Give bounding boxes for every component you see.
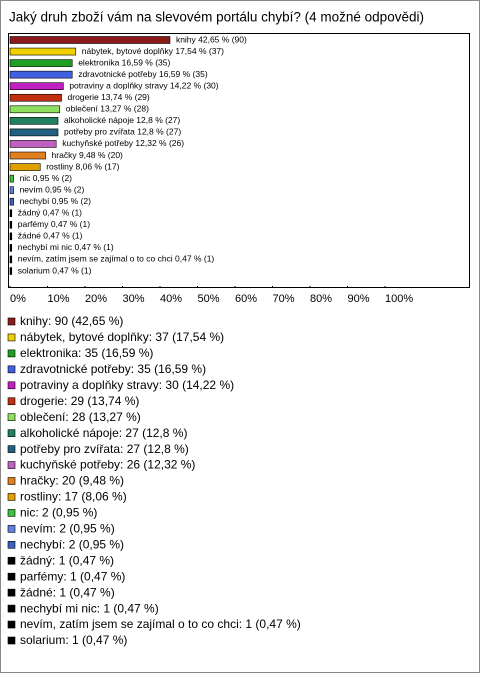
x-tick-label: 60% (235, 293, 257, 305)
x-tick-label: 50% (198, 293, 220, 305)
legend-swatch (7, 540, 16, 549)
legend-swatch (7, 317, 16, 326)
bar-label: nábytek, bytové doplňky 17,54 % (37) (82, 46, 224, 56)
legend-label: solarium: 1 (0,47 %) (20, 633, 127, 647)
bar (9, 70, 73, 79)
bar (9, 255, 13, 264)
legend-swatch (7, 525, 16, 533)
bar (9, 36, 171, 44)
legend-label: parfémy: 1 (0,47 %) (20, 569, 125, 583)
legend-label: potraviny a doplňky stravy: 30 (14,22 %) (20, 378, 234, 392)
legend-label: kuchyňské potřeby: 26 (12,32 %) (20, 458, 195, 472)
legend-label: oblečení: 28 (13,27 %) (20, 410, 141, 424)
legend-label: žádný: 1 (0,47 %) (20, 553, 114, 567)
bar-label: nechybí 0,95 % (2) (20, 196, 92, 206)
legend-label: nábytek, bytové doplňky: 37 (17,54 %) (20, 330, 224, 344)
bar (9, 197, 14, 206)
x-tick-label: 30% (123, 293, 145, 305)
bar-label: potřeby pro zvířata 12,8 % (27) (64, 127, 181, 137)
legend-swatch (7, 556, 16, 565)
x-tick-label: 100% (385, 293, 413, 305)
legend-label: nic: 2 (0,95 %) (20, 506, 97, 520)
bar-label: oblečení 13,27 % (28) (66, 104, 149, 114)
x-tick-label: 20% (85, 293, 107, 305)
bar-label: rostliny 8,06 % (17) (46, 161, 119, 171)
legend-swatch (7, 588, 16, 597)
bar-label: potraviny a doplňky stravy 14,22 % (30) (69, 80, 218, 90)
plot-area (8, 33, 470, 288)
legend-swatch (7, 461, 16, 469)
legend-swatch (7, 636, 16, 645)
legend-swatch (7, 445, 16, 453)
bar-label: drogerie 13,74 % (29) (68, 92, 150, 102)
bar-label: zdravotnické potřeby 16,59 % (35) (78, 69, 208, 79)
bar (9, 117, 59, 125)
x-tick-label: 0% (10, 293, 26, 305)
bar-label: žádné 0,47 % (1) (18, 231, 83, 241)
legend-label: hračky: 20 (9,48 %) (20, 474, 124, 488)
bar-label: kuchyňské potřeby 12,32 % (26) (62, 138, 184, 148)
legend-label: drogerie: 29 (13,74 %) (20, 394, 139, 408)
bar-label: nevím, zatím jsem se zajímal o to co chc… (18, 254, 215, 264)
legend-swatch (7, 493, 16, 501)
bar (9, 105, 61, 114)
bar (9, 186, 14, 194)
x-tick-label: 70% (273, 293, 295, 305)
bar (9, 232, 13, 241)
bar (9, 163, 41, 171)
legend-swatch (7, 397, 16, 406)
bar-label: hračky 9,48 % (20) (52, 150, 124, 160)
legend-swatch (7, 381, 16, 390)
bar (9, 244, 13, 252)
bar-label: elektronika 16,59 % (35) (78, 57, 170, 67)
bar (9, 128, 59, 137)
bar-label: knihy 42,65 % (90) (176, 34, 247, 44)
x-tick-label: 80% (310, 293, 332, 305)
bar (9, 174, 14, 183)
bar (9, 82, 64, 90)
bar-label: parfémy 0,47 % (1) (18, 219, 90, 229)
bar (9, 140, 57, 148)
legend-swatch (7, 572, 16, 581)
legend-label: elektronika: 35 (16,59 %) (20, 346, 153, 360)
bar-label: solarium 0,47 % (1) (18, 265, 92, 275)
bar-label: nevím 0,95 % (2) (20, 184, 85, 194)
bar (9, 221, 13, 229)
bar-label: žádný 0,47 % (1) (18, 208, 82, 218)
bar-label: nic 0,95 % (2) (20, 173, 73, 183)
bar (9, 151, 46, 160)
legend-swatch (7, 509, 16, 517)
bar (9, 47, 77, 56)
legend-swatch (7, 413, 16, 422)
bar-label: nechybí mi nic 0,47 % (1) (18, 242, 114, 252)
legend-label: nevím, zatím jsem se zajímal o to co chc… (20, 617, 301, 631)
legend-label: potřeby pro zvířata: 27 (12,8 %) (20, 442, 189, 456)
legend-label: nechybí: 2 (0,95 %) (20, 537, 124, 551)
x-tick-label: 10% (48, 293, 70, 305)
legend-swatch (7, 365, 16, 374)
legend-swatch (7, 620, 16, 629)
legend-swatch (7, 429, 16, 437)
legend-label: alkoholické nápoje: 27 (12,8 %) (20, 426, 187, 440)
legend-label: knihy: 90 (42,65 %) (20, 314, 123, 328)
legend-swatch (7, 477, 16, 485)
x-tick-label: 90% (348, 293, 370, 305)
legend-swatch (7, 349, 16, 358)
legend-label: nechybí mi nic: 1 (0,47 %) (20, 601, 159, 615)
chart-title: Jaký druh zboží vám na slevovém portálu … (9, 10, 424, 25)
bar (9, 209, 13, 218)
bar-label: alkoholické nápoje 12,8 % (27) (64, 115, 180, 125)
legend-label: zdravotnické potřeby: 35 (16,59 %) (20, 362, 206, 376)
bar (9, 59, 73, 67)
legend-label: žádné: 1 (0,47 %) (20, 585, 115, 599)
x-tick-label: 40% (160, 293, 182, 305)
legend-label: rostliny: 17 (8,06 %) (20, 490, 127, 504)
legend-swatch (7, 604, 16, 613)
legend-label: nevím: 2 (0,95 %) (20, 522, 115, 536)
bar (9, 267, 13, 275)
legend-swatch (7, 333, 16, 342)
bar (9, 93, 62, 102)
